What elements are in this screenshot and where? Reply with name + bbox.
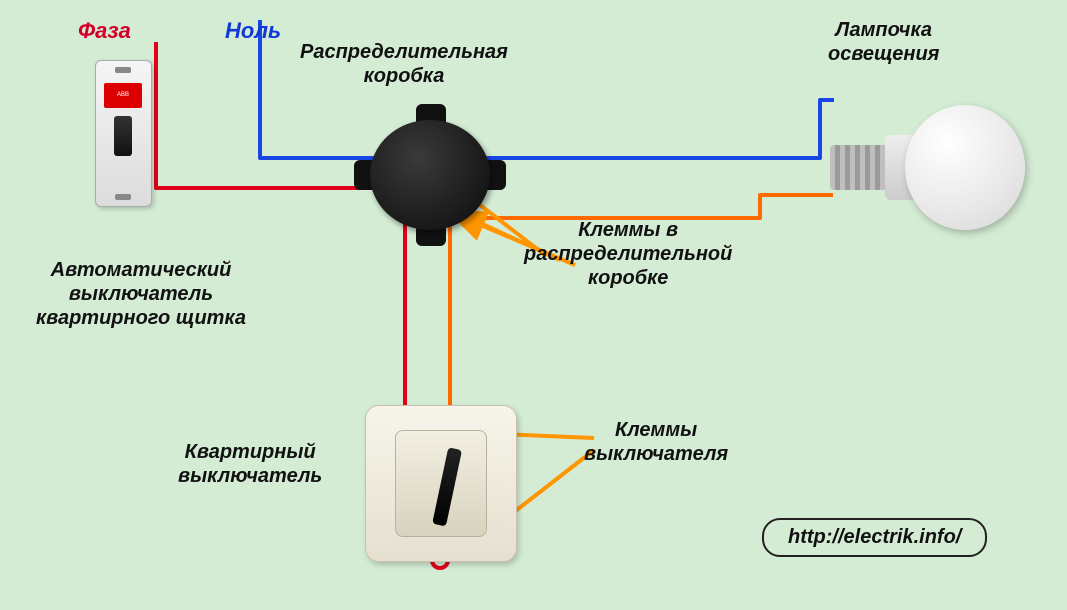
neutral-label: Ноль [225, 18, 281, 44]
source-url: http://electrik.info/ [762, 518, 987, 557]
switch-terminals-label: Клеммывыключателя [584, 418, 728, 466]
jbox-terminals-label: Клеммы враспределительнойкоробке [524, 218, 732, 290]
switch-label: Квартирныйвыключатель [178, 440, 322, 488]
junction-box [360, 110, 500, 240]
jbox-label: Распределительнаякоробка [300, 40, 508, 88]
wiring-diagram: ABB Фаза Ноль Распределительнаякоробка Л… [0, 0, 1067, 610]
wall-switch [365, 405, 515, 585]
light-bulb [830, 70, 1020, 260]
phase-label: Фаза [78, 18, 131, 44]
circuit-breaker: ABB [95, 60, 150, 205]
breaker-label: Автоматическийвыключательквартирного щит… [36, 258, 246, 330]
bulb-label: Лампочкаосвещения [828, 18, 939, 66]
